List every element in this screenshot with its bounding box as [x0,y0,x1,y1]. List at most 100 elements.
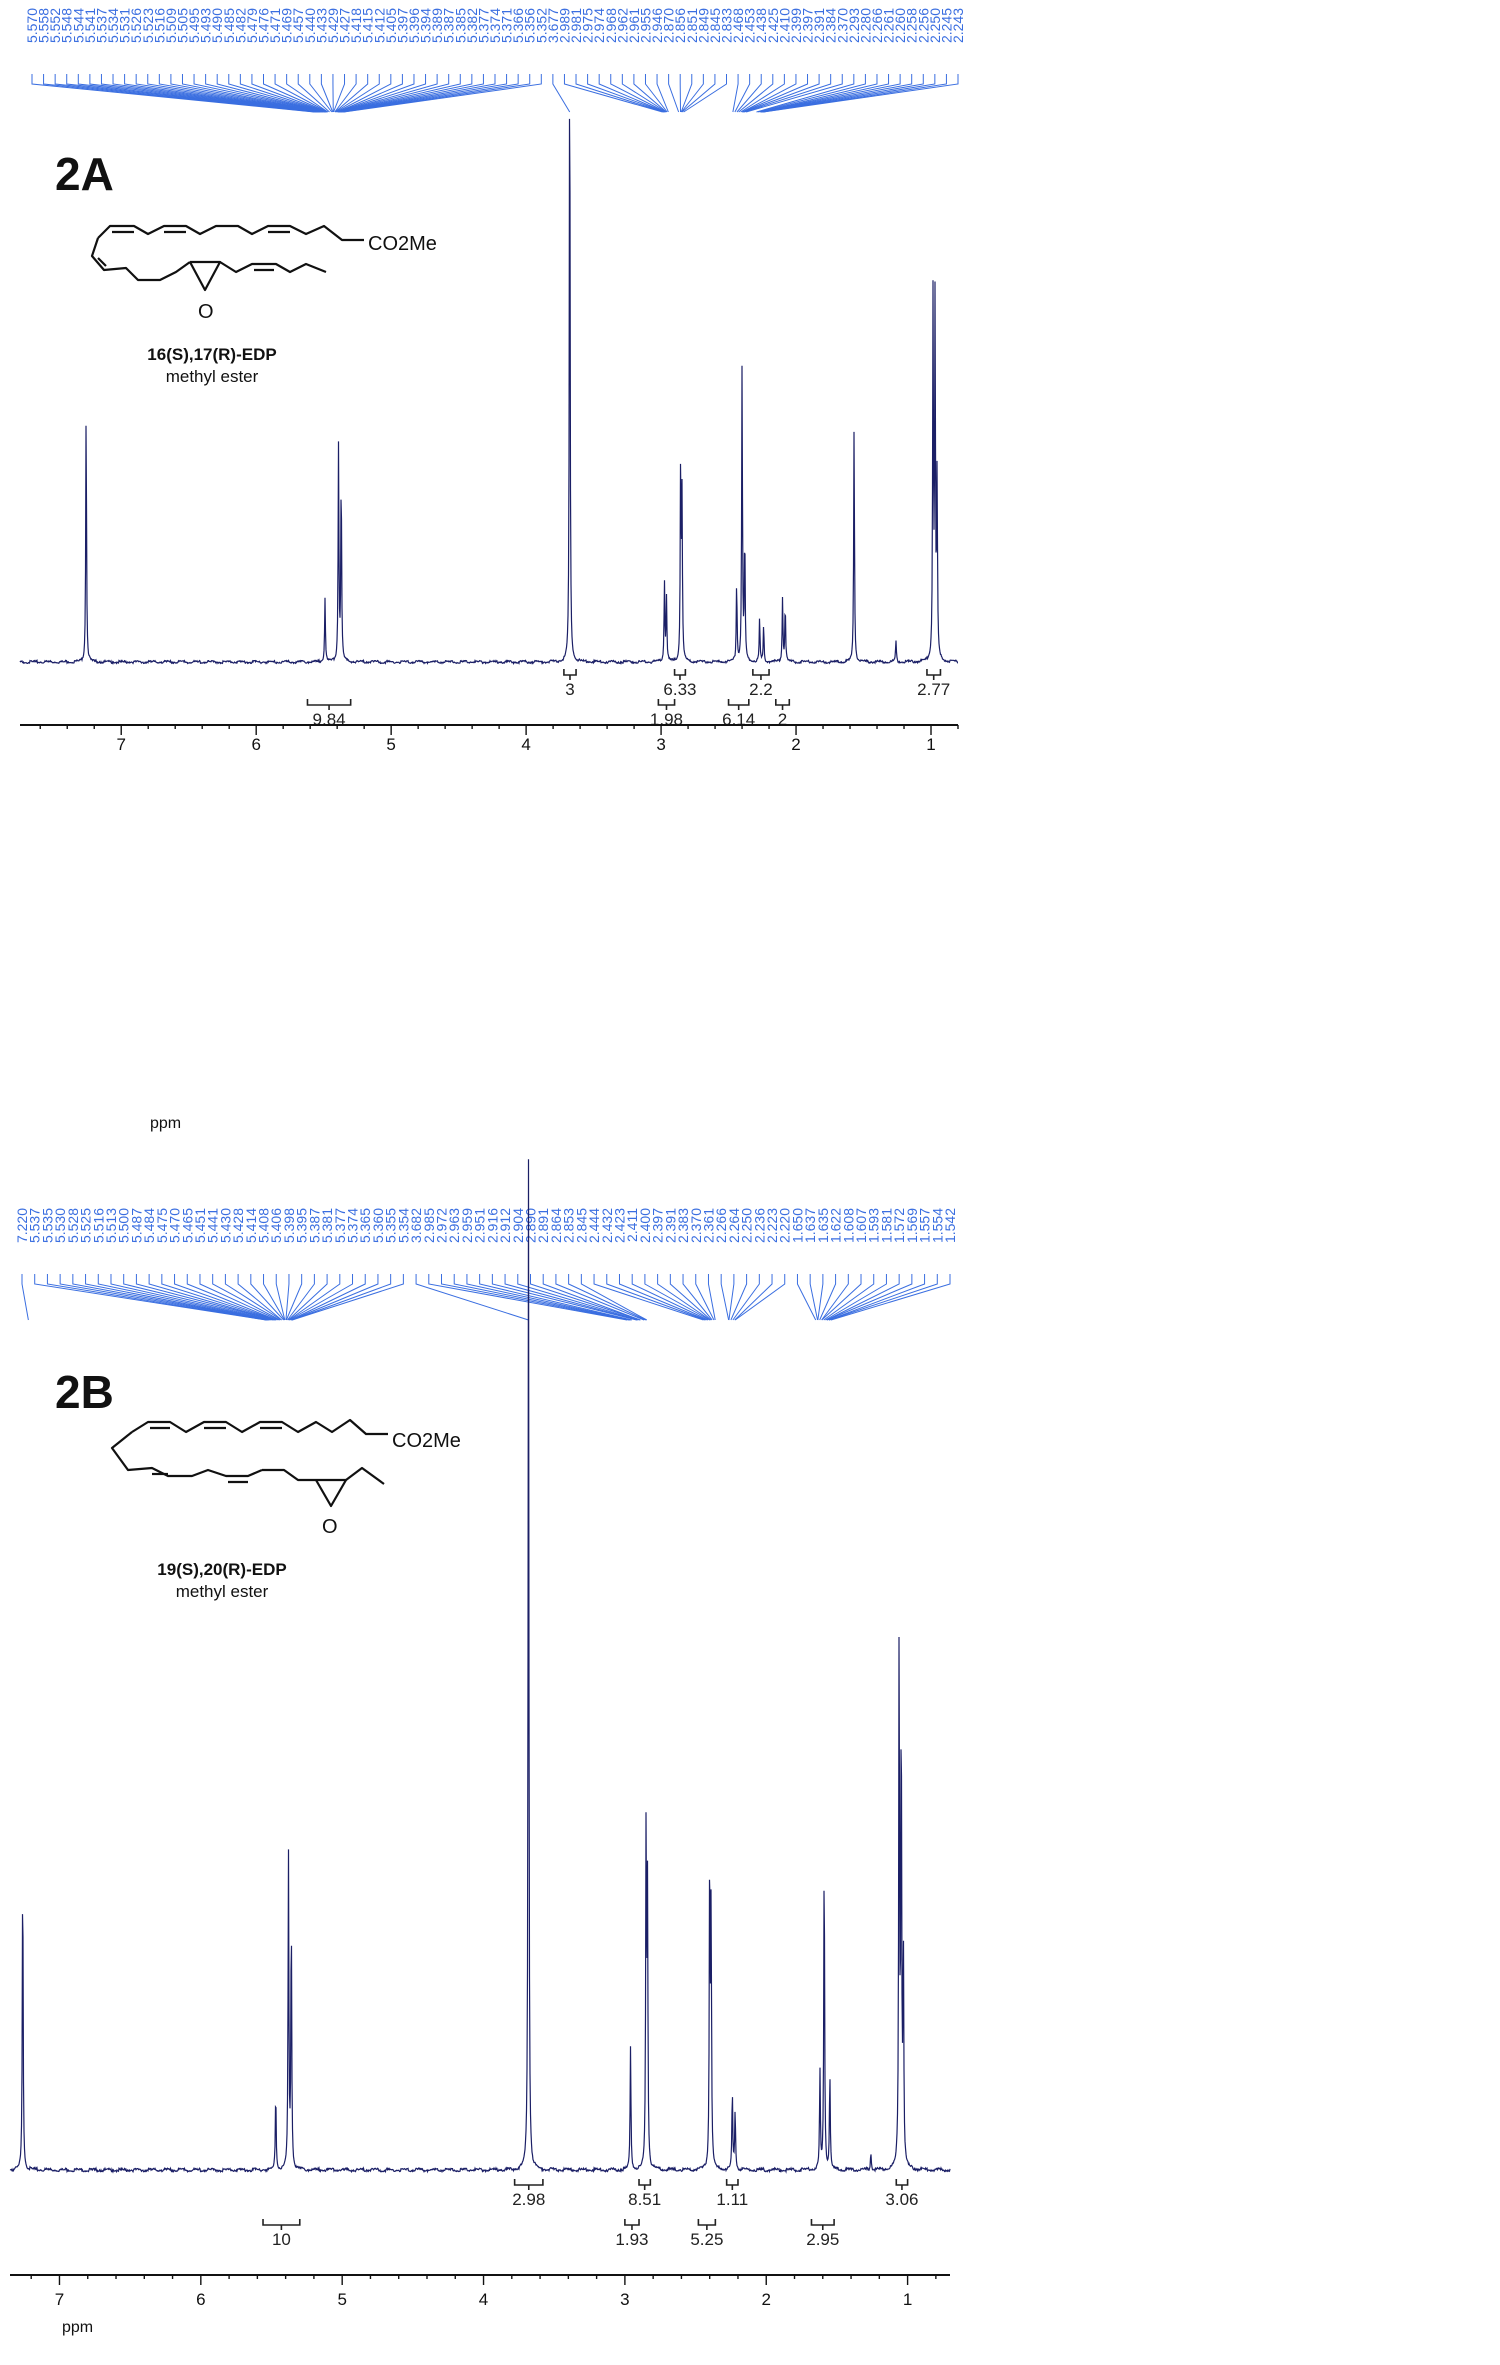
molecule-chain-upper [131,1418,388,1436]
peak-connector [681,74,704,113]
peak-shift-label: 5.382 [464,8,480,43]
peak-shift-label: 2.361 [700,1208,716,1243]
molecule-tail [219,261,327,274]
panel-label: 2B [55,1366,114,1418]
peak-label-list: 5.5705.5585.5525.5485.5445.5415.5375.534… [24,8,966,113]
panel-2a: 2A CO2Me O 16(S),17(R)-EDP methyl ester … [19,8,966,1132]
peak-connector [291,1274,392,1321]
peak-shift-label: 5.406 [268,1208,284,1243]
peak-shift-label: 2.849 [695,8,711,43]
double-bond-mark [97,257,107,267]
peak-shift-label: 1.622 [828,1208,844,1243]
peak-connector [568,1274,646,1321]
peak-shift-label: 2.223 [764,1208,780,1243]
peak-shift-label: 2.220 [777,1208,793,1243]
peak-shift-label: 5.485 [221,8,237,43]
peak-connector [504,1274,638,1321]
peak-shift-label: 5.395 [294,1208,310,1243]
peak-shift-label: 5.469 [279,8,295,43]
peak-connector [618,1274,707,1321]
peak-connector [606,1274,706,1321]
peak-shift-label: 5.408 [256,1208,272,1243]
peak-shift-label: 5.541 [82,8,98,43]
peak-connector [610,74,666,113]
peak-shift-label: 5.516 [151,8,167,43]
peak-connector [817,1274,824,1321]
peak-shift-label: 2.444 [586,1208,602,1243]
axis-tick-label: 2 [762,2290,771,2309]
peak-shift-label: 2.955 [637,8,653,43]
peak-shift-label: 2.391 [811,8,827,43]
peak-shift-label: 2.391 [662,1208,678,1243]
peak-connector [819,1274,837,1321]
peak-connector [682,1274,713,1321]
integral-value: 9.84 [313,710,346,729]
panel-label: 2A [55,148,114,200]
peak-shift-label: 2.423 [611,1208,627,1243]
axis-tick-label: 7 [116,735,125,754]
peak-shift-label: 5.476 [256,8,272,43]
peak-connector [174,1274,276,1321]
peak-connector [758,74,866,113]
peak-connector [199,1274,279,1321]
integral-value: 1.11 [716,2190,748,2209]
peak-connector [274,74,328,113]
peak-connector [334,74,357,113]
peak-connector [740,74,785,113]
peak-shift-label: 5.374 [487,8,503,43]
peak-shift-label: 2.432 [599,1208,615,1243]
peak-connector [683,74,727,113]
integral-bracket [926,669,942,680]
peak-shift-label: 2.856 [672,8,688,43]
peak-connector [147,74,321,113]
peak-connector [823,1274,875,1321]
peak-connector [828,1274,926,1321]
peak-shift-label: 5.394 [418,8,434,43]
peak-shift-label: 2.260 [892,8,908,43]
peak-connector [340,74,484,113]
peak-connector [745,74,843,113]
integral-value: 2.95 [806,2230,839,2249]
peak-connector [732,1274,760,1321]
peak-shift-label: 5.558 [36,8,52,43]
peak-shift-label: 2.864 [548,1208,564,1243]
peak-connector [720,1274,730,1321]
peak-shift-label: 5.451 [192,1208,208,1243]
peak-shift-label: 5.484 [141,1208,157,1243]
molecule-tail [345,1466,385,1485]
peak-shift-label: 5.389 [429,8,445,43]
peak-shift-label: 2.962 [614,8,630,43]
molecule-structure-2a [90,224,364,292]
peak-connector [736,74,762,113]
peak-shift-label: 2.989 [556,8,572,43]
peak-shift-label: 5.354 [395,1208,411,1243]
axis-tick-label: 5 [386,735,395,754]
peak-connector [732,74,739,113]
peak-connector [170,74,323,113]
axis-tick-label: 4 [521,735,530,754]
peak-connector [681,74,716,113]
spectrum-trace [9,1159,951,2174]
peak-shift-label: 5.531 [117,8,133,43]
peak-label-list: 7.2205.5375.5355.5305.5285.5255.5165.513… [14,1208,958,1321]
peak-shift-label: 2.411 [624,1208,640,1242]
peak-connector [334,74,369,113]
peak-connector [275,1274,286,1321]
peak-shift-label: 2.851 [684,8,700,43]
peak-shift-label: 1.635 [815,1208,831,1243]
integral-value: 6.14 [722,710,755,729]
peak-connector [587,74,665,113]
peak-shift-label: 1.650 [789,1208,805,1243]
peak-shift-label: 1.554 [929,1208,945,1243]
peak-shift-label: 1.637 [802,1208,818,1243]
ester-label: CO2Me [368,233,437,255]
peak-connector [333,74,346,113]
peak-shift-label: 5.433 [313,8,329,43]
peak-connector [575,74,664,113]
integral-value: 2.98 [512,2190,545,2209]
integral-bracket [624,2219,640,2230]
peak-connector [738,74,774,113]
peak-connector [320,74,334,113]
peak-shift-label: 5.430 [217,1208,233,1243]
peak-shift-label: 2.397 [800,8,816,43]
